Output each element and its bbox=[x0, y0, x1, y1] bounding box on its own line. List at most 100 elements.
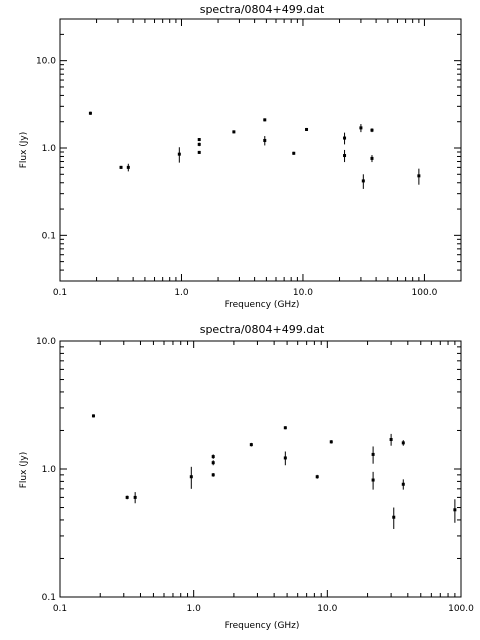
data-point bbox=[126, 163, 130, 172]
point-marker bbox=[197, 150, 201, 154]
point-marker bbox=[249, 443, 253, 447]
data-point bbox=[343, 149, 347, 163]
x-tick-label: 0.1 bbox=[53, 604, 67, 614]
data-point bbox=[343, 132, 347, 145]
data-point bbox=[211, 460, 215, 466]
data-point bbox=[88, 111, 92, 115]
data-point bbox=[119, 165, 123, 169]
x-tick-label: 10.0 bbox=[293, 288, 313, 298]
axis-ticks: 0.1 1.0 10.0 100.0 0.1 1.0 10.0 bbox=[36, 18, 462, 298]
point-marker bbox=[343, 136, 347, 140]
data-point bbox=[197, 138, 201, 142]
point-marker bbox=[91, 414, 95, 418]
point-marker bbox=[361, 179, 365, 183]
point-marker bbox=[401, 482, 405, 486]
data-point bbox=[283, 451, 287, 466]
point-marker bbox=[305, 127, 309, 131]
data-point bbox=[371, 446, 375, 464]
data-point bbox=[232, 130, 236, 134]
point-marker bbox=[283, 426, 287, 430]
data-point bbox=[389, 433, 393, 446]
point-marker bbox=[315, 475, 319, 479]
point-marker bbox=[177, 152, 181, 156]
y-tick-label: 1.0 bbox=[42, 144, 57, 154]
data-point bbox=[361, 174, 365, 189]
data-point bbox=[401, 440, 405, 446]
y-tick-label: 0.1 bbox=[42, 593, 56, 603]
x-tick-label: 100.0 bbox=[412, 288, 438, 298]
point-marker bbox=[211, 455, 215, 459]
data-point bbox=[359, 124, 363, 133]
point-marker bbox=[211, 461, 215, 465]
y-axis-label: Flux (Jy) bbox=[19, 452, 29, 489]
data-point bbox=[211, 473, 215, 477]
x-axis-label: Frequency (GHz) bbox=[225, 621, 300, 631]
point-marker bbox=[263, 118, 267, 122]
spectrum-plot-top: spectra/0804+499.dat Frequency (GHz) Flu… bbox=[19, 3, 462, 310]
point-marker bbox=[133, 495, 137, 499]
point-marker bbox=[370, 128, 374, 132]
data-point bbox=[211, 454, 215, 459]
data-point bbox=[305, 127, 309, 131]
data-point bbox=[197, 150, 201, 154]
data-points bbox=[91, 414, 457, 529]
point-marker bbox=[263, 138, 267, 142]
point-marker bbox=[370, 156, 374, 160]
y-tick-label: 1.0 bbox=[42, 465, 57, 475]
point-marker bbox=[119, 165, 123, 169]
point-marker bbox=[401, 441, 405, 445]
data-point bbox=[189, 466, 193, 489]
data-point bbox=[263, 118, 267, 122]
plot-frame bbox=[59, 18, 462, 282]
point-marker bbox=[211, 473, 215, 477]
chart-title: spectra/0804+499.dat bbox=[200, 323, 325, 336]
data-point bbox=[371, 471, 375, 490]
data-point bbox=[329, 440, 333, 444]
point-marker bbox=[283, 456, 287, 460]
x-axis-label: Frequency (GHz) bbox=[225, 300, 300, 310]
point-marker bbox=[292, 151, 296, 155]
point-marker bbox=[232, 130, 236, 134]
data-point bbox=[292, 151, 296, 155]
data-point bbox=[401, 479, 405, 490]
point-marker bbox=[417, 174, 421, 178]
point-marker bbox=[371, 452, 375, 456]
data-points bbox=[88, 111, 421, 189]
data-point bbox=[283, 426, 287, 430]
point-marker bbox=[197, 138, 201, 142]
chart-title: spectra/0804+499.dat bbox=[200, 3, 325, 16]
point-marker bbox=[197, 142, 201, 146]
x-tick-label: 0.1 bbox=[53, 288, 67, 298]
y-tick-label: 10.0 bbox=[36, 337, 56, 347]
point-marker bbox=[371, 478, 375, 482]
point-marker bbox=[125, 495, 129, 499]
data-point bbox=[177, 147, 181, 163]
data-point bbox=[125, 495, 129, 500]
point-marker bbox=[88, 111, 92, 115]
point-marker bbox=[389, 438, 393, 442]
data-point bbox=[263, 136, 267, 146]
data-point bbox=[370, 155, 374, 163]
plot-frame bbox=[59, 340, 462, 598]
data-point bbox=[315, 474, 319, 479]
point-marker bbox=[189, 475, 193, 479]
y-tick-label: 0.1 bbox=[42, 231, 56, 241]
data-point bbox=[197, 142, 201, 147]
x-tick-label: 1.0 bbox=[174, 288, 189, 298]
y-tick-label: 10.0 bbox=[36, 57, 56, 67]
point-marker bbox=[343, 154, 347, 158]
data-point bbox=[453, 499, 457, 523]
point-marker bbox=[329, 440, 333, 444]
x-tick-label: 1.0 bbox=[187, 604, 202, 614]
point-marker bbox=[359, 126, 363, 130]
point-marker bbox=[126, 165, 130, 169]
point-marker bbox=[392, 515, 396, 519]
data-point bbox=[370, 128, 374, 133]
x-tick-label: 10.0 bbox=[317, 604, 337, 614]
y-axis-label: Flux (Jy) bbox=[19, 132, 29, 169]
data-point bbox=[133, 492, 137, 504]
data-point bbox=[392, 507, 396, 529]
data-point bbox=[417, 168, 421, 185]
point-marker bbox=[453, 508, 457, 512]
